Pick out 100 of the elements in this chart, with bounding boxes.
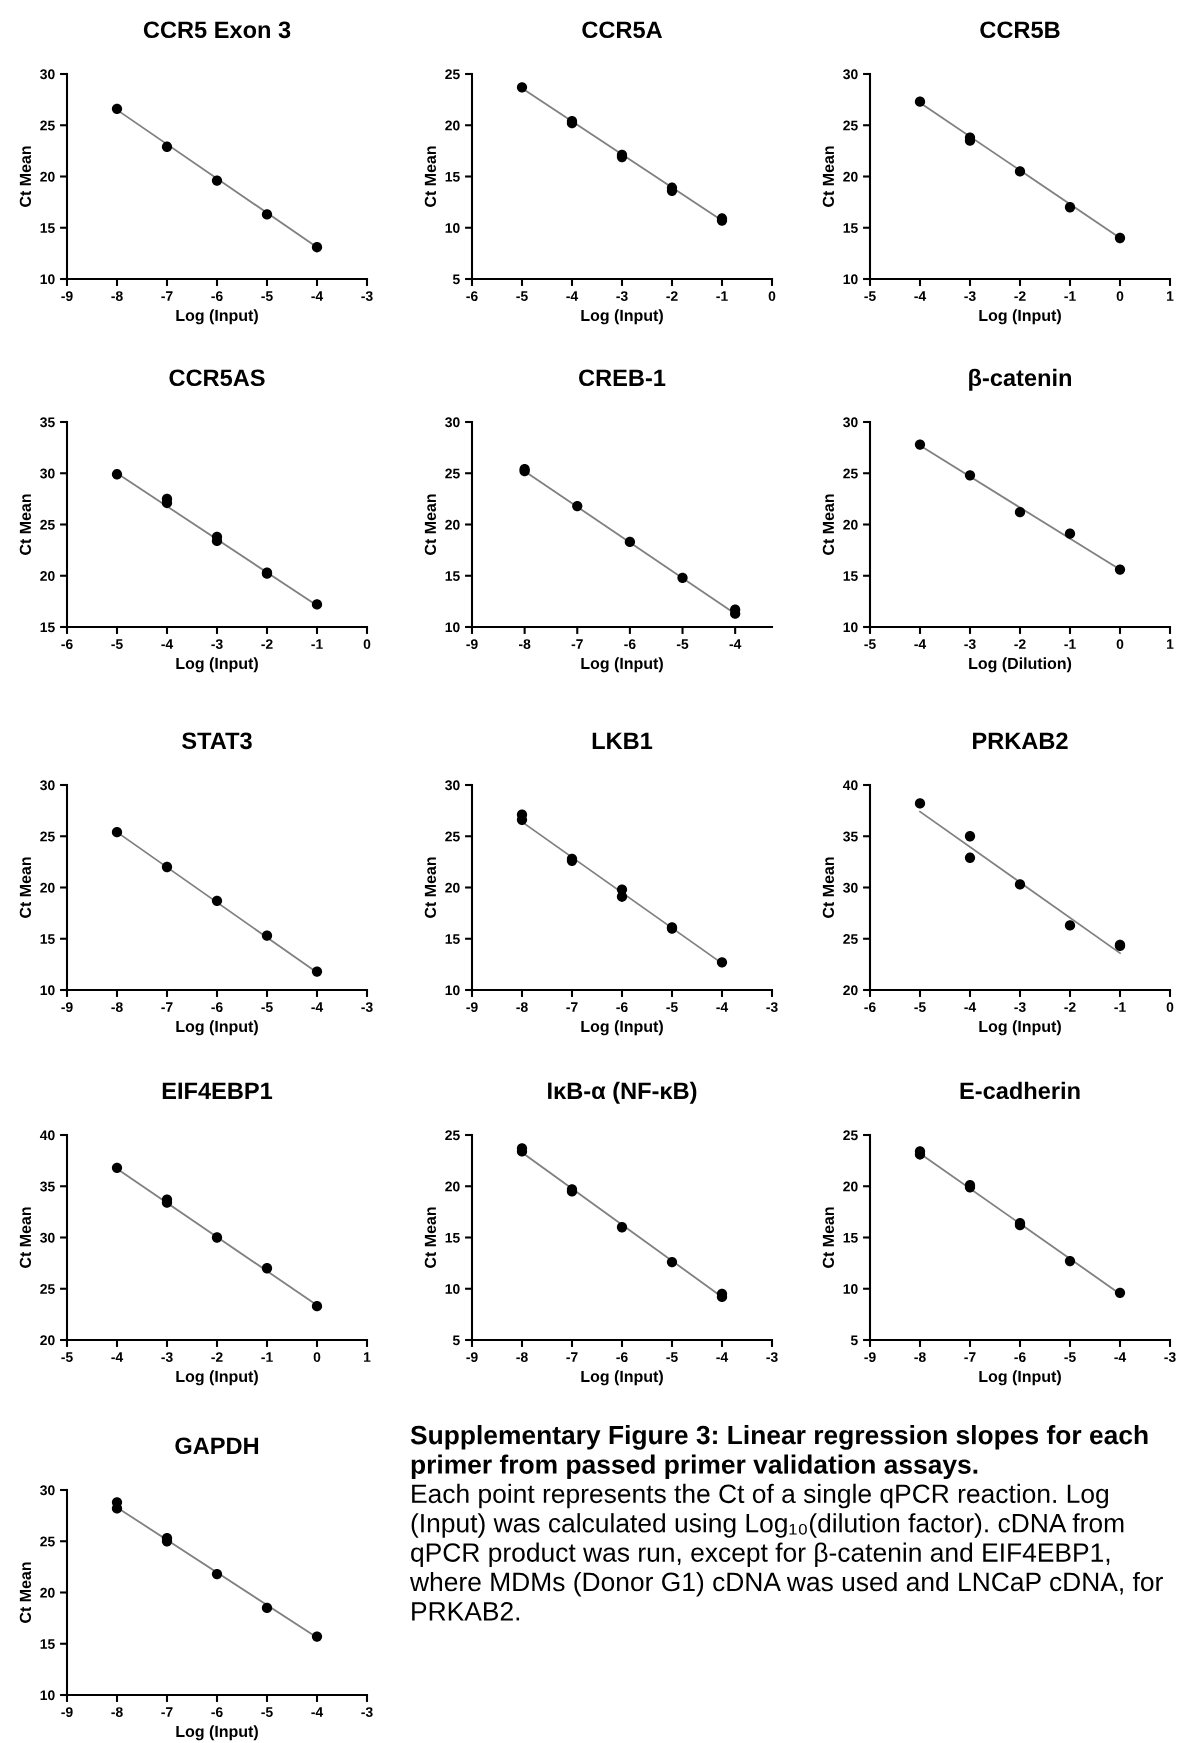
y-tick-label: 30 [40,780,55,791]
x-tick-label: 0 [768,291,776,302]
y-axis-title: Ct Mean [424,857,437,918]
x-tick-label: -6 [624,639,636,650]
y-tick-label: 25 [445,69,460,80]
x-tick-label: -7 [566,1352,578,1362]
y-tick-label: 25 [843,934,858,944]
x-tick-label: -8 [519,639,531,650]
y-tick-label: 30 [445,780,460,791]
y-axis-title: Ct Mean [424,146,437,207]
y-tick-label: 35 [40,1181,55,1192]
x-tick-label: -7 [964,1352,976,1362]
x-tick-label: -9 [864,1352,876,1363]
x-tick-label: -5 [261,1002,273,1013]
y-tick-label: 25 [40,120,55,131]
y-axis-title: Ct Mean [822,494,835,555]
x-axis-title: Log (Dilution) [969,657,1072,673]
x-tick-label: -6 [1014,1352,1026,1363]
y-tick-label: 10 [40,985,55,996]
chart-title: CCR5A [582,21,663,39]
x-tick-label: -4 [716,1002,729,1012]
x-tick-label: -1 [1064,291,1076,301]
x-tick-label: -3 [964,639,976,650]
y-tick-label: 20 [843,985,858,996]
y-tick-label: 30 [843,417,858,428]
chart-title: CCR5 Exon 3 [143,21,291,39]
y-tick-label: 5 [452,274,460,285]
y-tick-label: 30 [843,69,858,80]
x-tick-label: 0 [313,1352,321,1363]
x-axis-title: Log (Input) [979,1020,1061,1036]
y-axis-title: Ct Mean [424,1207,437,1268]
y-tick-label: 20 [445,1181,460,1192]
y-tick-label: 10 [843,622,858,633]
x-tick-label: -9 [466,1352,478,1363]
x-tick-label: 0 [1116,639,1124,650]
x-tick-label: -4 [311,291,324,301]
x-tick-label: -3 [1014,1002,1026,1013]
x-tick-label: -5 [261,1707,273,1718]
y-tick-label: 35 [40,417,55,428]
x-tick-label: 1 [364,1352,371,1362]
x-axis-title: Log (Input) [176,1020,258,1036]
x-tick-label: -2 [261,639,273,649]
x-tick-label: -4 [716,1352,729,1362]
y-axis-title: Ct Mean [822,857,835,918]
y-tick-label: 10 [40,274,55,285]
y-tick-label: 30 [40,69,55,80]
x-axis-title: Log (Input) [581,1020,663,1036]
y-tick-label: 20 [843,1181,858,1192]
x-tick-label: -3 [211,639,223,650]
chart-title: GAPDH [175,1437,259,1455]
x-tick-label: -8 [111,1002,123,1013]
x-tick-label: -3 [766,1352,778,1363]
y-tick-label: 20 [40,171,55,182]
x-tick-label: -5 [111,639,123,650]
x-tick-label: -1 [716,291,728,301]
y-tick-label: 15 [445,171,460,182]
y-tick-label: 25 [843,120,858,131]
y-tick-label: 15 [445,934,460,944]
y-tick-label: 15 [40,1639,55,1649]
chart-title: EIF4EBP1 [162,1082,273,1099]
x-tick-label: -2 [1014,291,1026,301]
x-axis-title: Log (Input) [979,309,1061,325]
x-tick-label: -9 [61,1002,73,1013]
y-axis-title: Ct Mean [19,1562,32,1623]
x-tick-label: -3 [964,291,976,302]
x-tick-label: -1 [261,1352,273,1362]
x-tick-label: -8 [914,1352,926,1363]
x-tick-label: -8 [516,1352,528,1363]
x-tick-label: -5 [864,291,876,302]
y-tick-label: 40 [842,780,858,791]
x-axis-title: Log (Input) [176,1370,258,1386]
y-tick-label: 15 [445,571,460,581]
x-axis-title: Log (Input) [581,657,663,673]
x-tick-label: -6 [616,1352,628,1363]
y-tick-label: 10 [445,622,460,633]
y-tick-label: 30 [40,468,55,479]
x-tick-label: -2 [1014,639,1026,649]
x-tick-label: -4 [729,639,742,649]
x-tick-label: -3 [361,1002,373,1013]
x-tick-label: -3 [616,291,628,302]
y-tick-label: 15 [843,223,858,233]
x-tick-label: -3 [361,291,373,302]
y-tick-label: 25 [843,1130,858,1141]
y-tick-label: 20 [40,1587,55,1598]
y-tick-label: 10 [40,1690,55,1701]
x-tick-label: -6 [616,1002,628,1013]
x-tick-label: -2 [211,1352,223,1362]
x-axis-title: Log (Input) [176,657,258,673]
y-tick-label: 15 [40,223,55,233]
y-tick-label: 25 [445,831,460,842]
chart-title: CREB-1 [579,369,666,387]
x-tick-label: -5 [864,639,876,650]
y-tick-label: 20 [40,882,55,893]
x-tick-label: 0 [1116,291,1124,302]
x-tick-label: -6 [211,291,223,302]
x-tick-label: -4 [964,1002,977,1012]
y-tick-label: 15 [40,622,55,633]
x-tick-label: -7 [571,639,583,649]
x-tick-label: -8 [111,291,123,302]
y-tick-label: 5 [452,1335,460,1346]
